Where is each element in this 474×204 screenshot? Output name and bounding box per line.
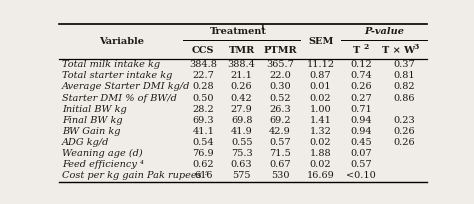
Text: 0.74: 0.74	[350, 71, 372, 80]
Text: 71.5: 71.5	[269, 149, 291, 158]
Text: 388.4: 388.4	[228, 60, 255, 69]
Text: <0.10: <0.10	[346, 172, 376, 181]
Text: 3: 3	[413, 43, 419, 51]
Text: 0.37: 0.37	[393, 60, 415, 69]
Text: Treatment: Treatment	[210, 27, 266, 35]
Text: 0.26: 0.26	[350, 82, 372, 91]
Text: 0.23: 0.23	[393, 116, 415, 125]
Text: 530: 530	[271, 172, 289, 181]
Text: 69.2: 69.2	[269, 116, 291, 125]
Text: PTMR: PTMR	[264, 45, 297, 54]
Text: 0.81: 0.81	[393, 71, 415, 80]
Text: P-value: P-value	[364, 27, 404, 35]
Text: 0.27: 0.27	[350, 93, 372, 103]
Text: BW Gain kg: BW Gain kg	[62, 127, 121, 136]
Text: Feed efficiency ⁴: Feed efficiency ⁴	[62, 160, 144, 169]
Text: 0.26: 0.26	[393, 138, 415, 147]
Text: 0.86: 0.86	[393, 93, 415, 103]
Text: 1.00: 1.00	[310, 105, 331, 114]
Text: 1.32: 1.32	[310, 127, 332, 136]
Text: 0.30: 0.30	[269, 82, 291, 91]
Text: 0.02: 0.02	[310, 160, 331, 169]
Text: 616: 616	[194, 172, 212, 181]
Text: 16.69: 16.69	[307, 172, 335, 181]
Text: 0.02: 0.02	[310, 138, 331, 147]
Text: CCS: CCS	[192, 45, 214, 54]
Text: 69.8: 69.8	[231, 116, 253, 125]
Text: TMR: TMR	[228, 45, 255, 54]
Text: 0.54: 0.54	[192, 138, 214, 147]
Text: 0.67: 0.67	[269, 160, 291, 169]
Text: 0.94: 0.94	[350, 127, 372, 136]
Text: Variable: Variable	[99, 37, 144, 46]
Text: 1: 1	[259, 23, 264, 31]
Text: 21.1: 21.1	[231, 71, 253, 80]
Text: 0.07: 0.07	[350, 149, 372, 158]
Text: Average Starter DMI kg/d: Average Starter DMI kg/d	[62, 82, 191, 91]
Text: 42.9: 42.9	[269, 127, 291, 136]
Text: 575: 575	[232, 172, 251, 181]
Text: 1.88: 1.88	[310, 149, 331, 158]
Text: 0.52: 0.52	[269, 93, 291, 103]
Text: 0.62: 0.62	[192, 160, 214, 169]
Text: 76.9: 76.9	[192, 149, 214, 158]
Text: 27.9: 27.9	[231, 105, 253, 114]
Text: 0.57: 0.57	[350, 160, 372, 169]
Text: 2: 2	[363, 43, 368, 51]
Text: 365.7: 365.7	[266, 60, 294, 69]
Text: 1.41: 1.41	[310, 116, 332, 125]
Text: 69.3: 69.3	[192, 116, 214, 125]
Text: 0.57: 0.57	[269, 138, 291, 147]
Text: 0.26: 0.26	[231, 82, 253, 91]
Text: 75.3: 75.3	[231, 149, 253, 158]
Text: Total milk intake kg: Total milk intake kg	[62, 60, 160, 69]
Text: 0.50: 0.50	[192, 93, 214, 103]
Text: 22.0: 22.0	[269, 71, 291, 80]
Text: 41.1: 41.1	[192, 127, 214, 136]
Text: Starter DMI % of BW/d: Starter DMI % of BW/d	[62, 93, 177, 103]
Text: Initial BW kg: Initial BW kg	[62, 105, 127, 114]
Text: Total starter intake kg: Total starter intake kg	[62, 71, 173, 80]
Text: 26.3: 26.3	[269, 105, 291, 114]
Text: 384.8: 384.8	[189, 60, 217, 69]
Text: 0.26: 0.26	[393, 127, 415, 136]
Text: 0.28: 0.28	[192, 82, 214, 91]
Text: T × W: T × W	[382, 45, 415, 54]
Text: SEM: SEM	[308, 37, 333, 46]
Text: 0.12: 0.12	[350, 60, 372, 69]
Text: Weaning age (d): Weaning age (d)	[62, 149, 143, 158]
Text: 0.63: 0.63	[231, 160, 253, 169]
Text: ADG kg/d: ADG kg/d	[62, 138, 109, 147]
Text: 0.82: 0.82	[393, 82, 415, 91]
Text: 0.45: 0.45	[350, 138, 372, 147]
Text: 41.9: 41.9	[231, 127, 253, 136]
Text: 0.55: 0.55	[231, 138, 253, 147]
Text: Final BW kg: Final BW kg	[62, 116, 123, 125]
Text: T: T	[353, 45, 360, 54]
Text: 11.12: 11.12	[307, 60, 335, 69]
Text: 28.2: 28.2	[192, 105, 214, 114]
Text: 22.7: 22.7	[192, 71, 214, 80]
Text: 0.01: 0.01	[310, 82, 331, 91]
Text: 0.42: 0.42	[231, 93, 253, 103]
Text: 0.71: 0.71	[350, 105, 372, 114]
Text: 0.94: 0.94	[350, 116, 372, 125]
Text: 0.02: 0.02	[310, 93, 331, 103]
Text: Cost per kg gain Pak rupees ⁵: Cost per kg gain Pak rupees ⁵	[62, 172, 209, 181]
Text: 0.87: 0.87	[310, 71, 331, 80]
